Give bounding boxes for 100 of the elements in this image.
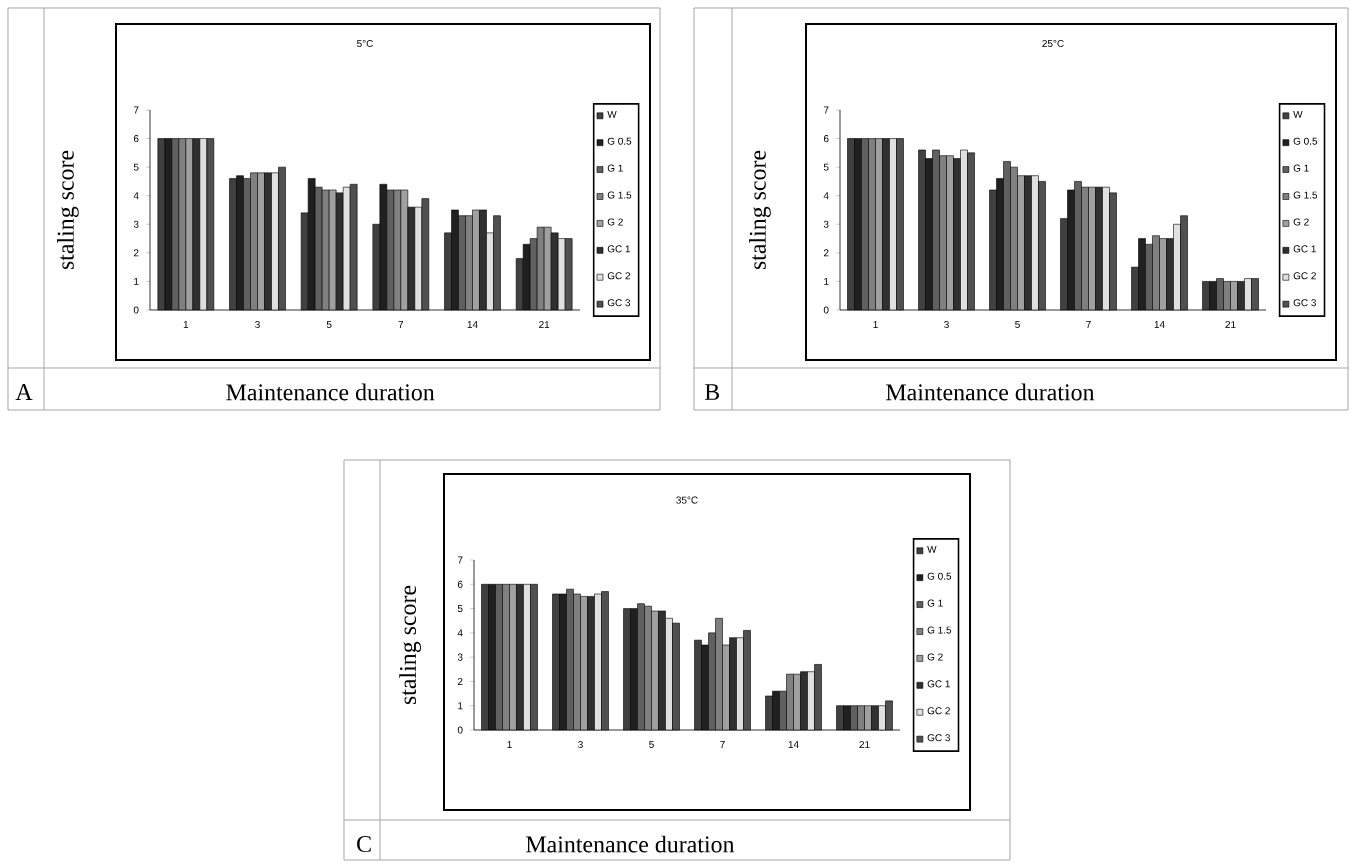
bar xyxy=(472,209,480,311)
bar xyxy=(328,189,337,311)
bar xyxy=(1237,281,1245,311)
bar xyxy=(479,209,487,311)
bar xyxy=(736,637,744,731)
bar xyxy=(559,593,567,731)
bar xyxy=(451,209,459,311)
bar xyxy=(192,138,201,311)
bar xyxy=(314,186,323,311)
bar xyxy=(850,705,858,731)
bar xyxy=(488,583,496,731)
bar xyxy=(843,705,851,731)
x-axis-title: Maintenance duration xyxy=(526,835,735,853)
bar xyxy=(522,243,531,311)
bar xyxy=(1173,223,1181,311)
bar xyxy=(516,583,524,731)
bar xyxy=(1209,281,1217,311)
y-axis-title: staling score xyxy=(399,585,421,705)
bar xyxy=(1145,243,1153,311)
bar xyxy=(573,593,581,731)
bar xyxy=(502,583,510,731)
bar xyxy=(861,138,869,311)
bar xyxy=(857,705,865,731)
bar xyxy=(1152,235,1160,311)
bar xyxy=(587,596,595,731)
bar xyxy=(630,608,638,731)
text: A xyxy=(15,384,33,400)
bar xyxy=(932,149,940,311)
bar xyxy=(651,610,659,731)
y-axis-title: staling score xyxy=(749,150,771,270)
bar xyxy=(878,705,886,731)
bar xyxy=(1138,238,1146,311)
bar xyxy=(199,138,208,311)
bar xyxy=(557,238,566,311)
bar xyxy=(1095,186,1103,311)
x-axis-title: Maintenance duration xyxy=(226,383,435,401)
bar xyxy=(1230,281,1238,311)
x-axis-title: Maintenance duration xyxy=(886,383,1095,401)
bar xyxy=(271,172,279,311)
bar xyxy=(1223,281,1231,311)
bar xyxy=(946,155,954,311)
bar xyxy=(960,149,968,311)
bar xyxy=(414,206,423,311)
bar xyxy=(523,583,531,731)
bar xyxy=(550,232,559,311)
bar xyxy=(386,189,395,311)
bar xyxy=(868,138,876,311)
bar xyxy=(665,617,673,731)
bar xyxy=(307,178,316,311)
bar xyxy=(1216,278,1224,311)
bar xyxy=(1244,278,1252,311)
bar xyxy=(342,186,351,311)
bar xyxy=(1067,189,1075,311)
bar xyxy=(495,583,503,731)
bar xyxy=(882,138,890,311)
bar xyxy=(658,610,666,731)
bar xyxy=(854,138,862,311)
bar xyxy=(729,637,737,731)
bar xyxy=(864,705,872,731)
bar xyxy=(1088,186,1096,311)
bar xyxy=(871,705,879,731)
bar xyxy=(379,183,388,311)
bar xyxy=(1031,175,1039,311)
bar xyxy=(786,673,794,731)
bar xyxy=(335,192,344,311)
bar xyxy=(1159,238,1167,311)
bar xyxy=(772,690,780,731)
bar xyxy=(1074,181,1082,311)
bar xyxy=(465,215,473,311)
bar xyxy=(1003,161,1011,311)
bar xyxy=(543,226,552,311)
bar xyxy=(939,155,947,311)
text: C xyxy=(357,836,371,853)
bar xyxy=(178,138,187,311)
bar xyxy=(637,603,645,731)
bar xyxy=(1081,186,1089,311)
bar xyxy=(1024,175,1032,311)
bar xyxy=(400,189,409,311)
bar xyxy=(536,226,545,311)
bar xyxy=(566,588,574,731)
bar xyxy=(580,596,588,731)
bar xyxy=(1010,166,1018,311)
bar xyxy=(644,605,652,731)
bar xyxy=(393,189,402,311)
bar xyxy=(185,138,194,311)
bar xyxy=(889,138,897,311)
bar xyxy=(321,189,330,311)
y-axis-title: staling score xyxy=(57,150,79,270)
bar xyxy=(594,593,602,731)
bar xyxy=(243,178,251,311)
bar xyxy=(257,172,265,311)
bar xyxy=(171,138,180,311)
bar xyxy=(875,138,883,311)
bar xyxy=(164,138,173,311)
bar xyxy=(509,583,517,731)
bar xyxy=(807,671,815,731)
bar xyxy=(715,617,723,731)
bar xyxy=(458,215,466,311)
bar xyxy=(236,175,244,311)
bar xyxy=(250,172,258,311)
